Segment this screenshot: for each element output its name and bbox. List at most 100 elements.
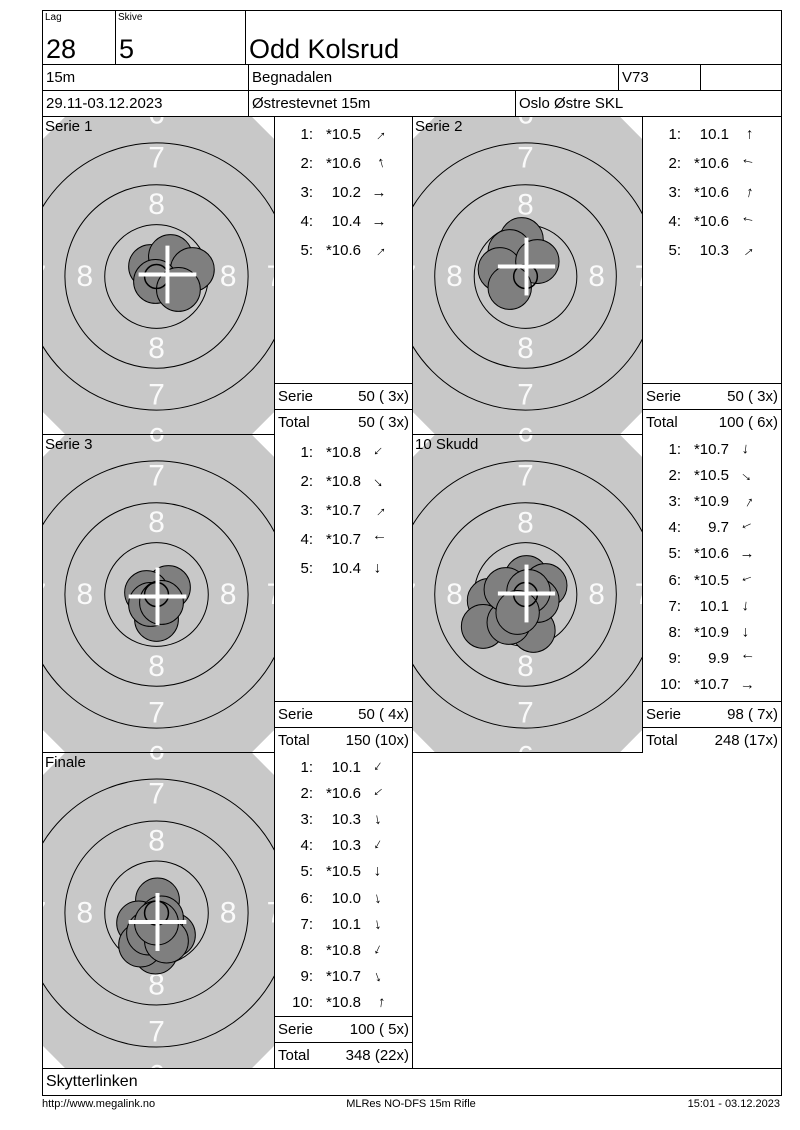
target-cell: 888877776666 Serie 1 [43, 117, 275, 435]
shot-row: 2: *10.6 → [643, 149, 781, 178]
shot-number: 7: [300, 915, 313, 933]
ring-number: 7 [267, 260, 274, 293]
serie-sum-row: Serie 98 ( 7x) [643, 701, 781, 727]
club-cell: Oslo Østre SKL [516, 91, 781, 117]
ring-number: 6 [148, 753, 165, 767]
shot-value: 10.1 [331, 915, 361, 933]
shot-row: 1: *10.5 → [275, 120, 412, 149]
footer-timestamp: 15:01 - 03.12.2023 [687, 1098, 780, 1110]
date-cell: 29.11-03.12.2023 [43, 91, 249, 117]
shot-value: 10.3 [331, 837, 361, 855]
target-ring [43, 142, 274, 411]
shot-row: 3: *10.7 → [275, 496, 412, 525]
shot-hole [139, 580, 184, 625]
skive-value: 5 [119, 34, 135, 64]
target-face: 888877776666 [413, 117, 642, 434]
shooter-name-cell: Odd Kolsrud [246, 11, 781, 65]
shot-direction-arrow-icon: → [738, 624, 756, 640]
shot-direction-arrow-icon: → [367, 499, 391, 522]
shot-row: 9: 9.9 → [643, 646, 781, 672]
shot-list: 1: *10.8 → 2: *10.8 → 3: *10.7 → 4: *10.… [275, 435, 412, 583]
series-panel: 888877776666 Serie 3 1: *10.8 → 2: *10.8… [43, 435, 413, 753]
shot-number: 3: [300, 184, 313, 201]
serie-sum-value: 50 ( 3x) [358, 388, 409, 405]
panel-title: 10 Skudd [415, 436, 479, 453]
total-sum-label: Total [278, 1047, 310, 1064]
target-ring [43, 460, 274, 729]
shot-row: 10: *10.8 → [275, 990, 412, 1016]
ring-number: 7 [635, 578, 642, 611]
shot-value: *10.8 [325, 941, 361, 959]
shot-direction-arrow-icon: → [370, 864, 388, 880]
skive-label: Skive [118, 12, 143, 23]
total-sum-row: Total 150 (10x) [275, 727, 412, 753]
shot-direction-arrow-icon: → [367, 470, 391, 493]
target-face: 888877776666 [43, 117, 274, 434]
ring-number: 7 [43, 578, 46, 611]
shot-direction-arrow-icon: → [367, 239, 391, 262]
shot-direction-arrow-icon: → [369, 810, 389, 829]
ring-number: 6 [517, 117, 533, 131]
shot-direction-arrow-icon: → [737, 569, 757, 591]
series-panel: 888877776666 Finale 1: 10.1 → 2: *10.6 →… [43, 753, 413, 1068]
shot-row: 1: 10.1 → [275, 754, 412, 780]
shot-number: 1: [668, 126, 681, 143]
shot-value: *10.9 [693, 492, 729, 510]
shot-row: 4: 10.3 → [275, 833, 412, 859]
ring-number: 8 [148, 188, 165, 221]
shot-number: 4: [300, 531, 313, 548]
ring-number: 8 [220, 896, 237, 929]
shot-row: 7: 10.1 → [643, 593, 781, 619]
shot-direction-arrow-icon: → [737, 153, 757, 174]
shot-row: 3: *10.6 → [643, 178, 781, 207]
ring-number: 8 [148, 824, 165, 857]
shot-value: 10.4 [331, 560, 361, 577]
ring-number: 7 [413, 260, 416, 293]
ring-number: 8 [220, 260, 237, 293]
shot-value: 9.7 [708, 519, 729, 537]
shot-number: 2: [668, 466, 681, 484]
score-cell: 1: *10.5 → 2: *10.6 → 3: 10.2 → 4: 10.4 … [275, 117, 413, 435]
shot-row: 4: 10.4 → [275, 207, 412, 236]
shot-value: 10.1 [699, 597, 729, 615]
shot-number: 3: [300, 502, 313, 519]
serie-sum-value: 98 ( 7x) [727, 706, 778, 723]
shot-value: *10.8 [325, 473, 361, 490]
page-footer: http://www.megalink.no MLRes NO-DFS 15m … [42, 1098, 780, 1112]
shot-list: 1: 10.1 → 2: *10.6 → 3: *10.6 → 4: *10.6… [643, 117, 781, 265]
total-sum-label: Total [646, 414, 678, 431]
shot-list: 1: *10.5 → 2: *10.6 → 3: 10.2 → 4: 10.4 … [275, 117, 412, 265]
ring-number: 6 [517, 422, 533, 434]
shot-row: 2: *10.5 → [643, 462, 781, 488]
shot-direction-arrow-icon: → [368, 940, 390, 961]
target-ring [104, 542, 209, 647]
shot-list: 1: *10.7 → 2: *10.5 → 3: *10.9 → 4: 9.7 … [643, 435, 781, 698]
ring-number: 6 [517, 740, 533, 752]
target-cell: 888877776666 Serie 3 [43, 435, 275, 753]
skive-cell: Skive 5 [116, 11, 246, 65]
shot-value: 10.3 [699, 242, 729, 259]
ring-number: 6 [148, 117, 165, 131]
shot-direction-arrow-icon: → [367, 123, 391, 146]
shot-number: 10: [660, 676, 681, 694]
shot-row: 9: *10.7 → [275, 964, 412, 990]
target-ring [434, 184, 617, 369]
venue-cell: Begnadalen [249, 65, 619, 91]
shot-row: 5: *10.5 → [275, 859, 412, 885]
shot-number: 6: [668, 571, 681, 589]
shot-number: 6: [300, 889, 313, 907]
total-sum-row: Total 248 (17x) [643, 727, 781, 753]
ring-number: 8 [517, 188, 533, 221]
shot-direction-arrow-icon: → [369, 994, 389, 1012]
shot-number: 2: [668, 155, 681, 172]
shot-value: *10.6 [325, 242, 361, 259]
total-sum-value: 150 (10x) [345, 732, 409, 749]
shot-direction-arrow-icon: → [369, 888, 389, 908]
shot-value: 9.9 [708, 650, 729, 668]
ring-number: 8 [148, 506, 165, 539]
ring-number: 8 [588, 260, 604, 293]
shot-direction-arrow-icon: → [738, 675, 756, 694]
score-cell: 1: *10.7 → 2: *10.5 → 3: *10.9 → 4: 9.7 … [643, 435, 781, 753]
venue-value: Begnadalen [252, 69, 333, 86]
target-ring [434, 502, 617, 687]
